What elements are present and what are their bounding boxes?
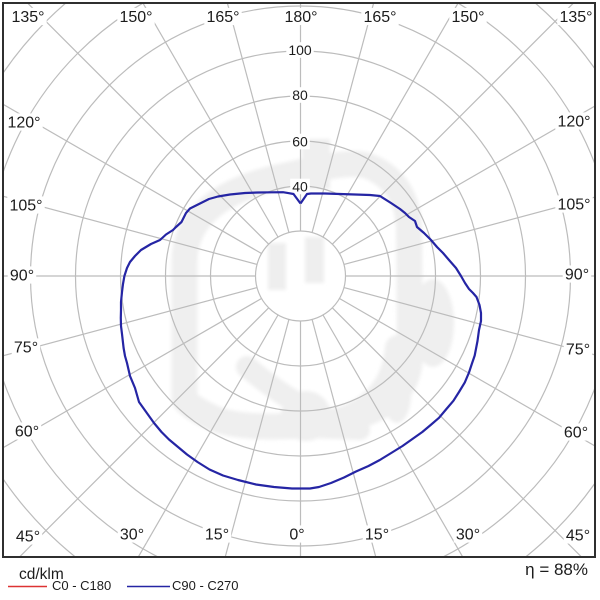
svg-text:30°: 30° [120, 527, 144, 544]
svg-text:165°: 165° [206, 9, 239, 26]
svg-text:90°: 90° [10, 268, 34, 285]
svg-text:60°: 60° [15, 424, 39, 441]
svg-text:40: 40 [292, 179, 308, 195]
svg-text:180°: 180° [284, 9, 317, 26]
svg-text:80: 80 [292, 87, 308, 103]
svg-text:60: 60 [292, 134, 308, 150]
svg-text:165°: 165° [363, 9, 396, 26]
svg-text:105°: 105° [557, 197, 590, 214]
svg-text:60°: 60° [564, 425, 588, 442]
svg-text:η = 88%: η = 88% [525, 560, 588, 579]
svg-text:cd/klm: cd/klm [19, 566, 64, 583]
svg-text:135°: 135° [11, 9, 44, 26]
svg-text:C0 - C180: C0 - C180 [52, 578, 111, 593]
svg-text:45°: 45° [566, 528, 590, 545]
svg-text:120°: 120° [557, 114, 590, 131]
svg-text:30°: 30° [456, 527, 480, 544]
svg-text:150°: 150° [119, 9, 152, 26]
svg-text:15°: 15° [205, 527, 229, 544]
svg-text:75°: 75° [566, 342, 590, 359]
svg-text:100: 100 [288, 42, 312, 58]
svg-text:90°: 90° [565, 267, 589, 284]
svg-text:15°: 15° [365, 527, 389, 544]
svg-text:150°: 150° [451, 9, 484, 26]
svg-text:C90 - C270: C90 - C270 [172, 578, 238, 593]
svg-text:75°: 75° [14, 340, 38, 357]
svg-text:135°: 135° [559, 9, 592, 26]
svg-text:45°: 45° [16, 529, 40, 546]
svg-text:0°: 0° [289, 527, 304, 544]
svg-text:120°: 120° [7, 115, 40, 132]
svg-text:105°: 105° [9, 198, 42, 215]
